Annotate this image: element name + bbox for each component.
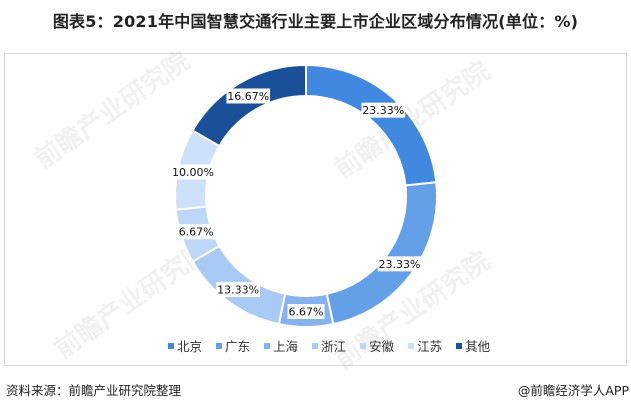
- legend-item-安徽: 安徽: [360, 336, 394, 355]
- legend-label: 安徽: [369, 339, 395, 354]
- donut-slice-广东: [325, 181, 438, 326]
- legend-label: 江苏: [417, 339, 443, 354]
- legend-swatch-icon: [456, 342, 463, 349]
- legend-item-浙江: 浙江: [312, 336, 346, 355]
- data-label-box: [216, 281, 260, 297]
- legend-item-其他: 其他: [456, 336, 490, 355]
- legend-item-江苏: 江苏: [408, 336, 442, 355]
- data-label: 6.67%: [179, 226, 214, 239]
- donut-labels: 23.33% 23.33% 6.67% 13.33% 6.67% 10.00% 16.67%: [171, 88, 422, 319]
- legend-item-上海: 上海: [264, 336, 298, 355]
- data-label-box: [361, 102, 406, 118]
- data-label-box: [287, 304, 325, 319]
- data-label-box: [171, 164, 215, 180]
- legend-swatch-icon: [264, 342, 271, 349]
- legend-item-北京: 北京: [168, 336, 202, 355]
- legend-label: 浙江: [321, 339, 347, 354]
- legend-swatch-icon: [408, 342, 415, 349]
- data-label: 23.33%: [362, 104, 404, 117]
- data-label: 23.33%: [378, 258, 420, 271]
- data-label: 16.67%: [227, 90, 269, 103]
- legend-swatch-icon: [360, 342, 367, 349]
- legend-label: 北京: [177, 339, 203, 354]
- legend-label: 广东: [225, 339, 251, 354]
- data-label: 10.00%: [172, 166, 214, 179]
- source-note: 资料来源：前瞻产业研究院整理: [6, 383, 182, 398]
- legend-swatch-icon: [312, 342, 319, 349]
- legend-item-广东: 广东: [216, 336, 250, 355]
- chart-title: 图表5：2021年中国智慧交通行业主要上市企业区域分布情况(单位：%): [52, 12, 579, 31]
- data-label: 6.67%: [289, 306, 324, 319]
- data-label: 13.33%: [217, 283, 259, 296]
- donut-slice-其他: [191, 63, 307, 148]
- data-label-box: [226, 88, 271, 104]
- legend-label: 其他: [465, 339, 491, 354]
- legend-label: 上海: [273, 339, 299, 354]
- legend-swatch-icon: [168, 342, 174, 349]
- donut-slice-北京: [305, 63, 438, 187]
- legend-swatch-icon: [216, 342, 223, 349]
- donut-slices: [174, 63, 438, 328]
- credit-note: @前瞻经济学人APP: [517, 383, 629, 398]
- chart-legend: 北京 广东 上海 浙江 安徽 江苏 其他: [168, 336, 490, 355]
- data-label-box: [177, 224, 215, 240]
- data-label-box: [377, 256, 422, 272]
